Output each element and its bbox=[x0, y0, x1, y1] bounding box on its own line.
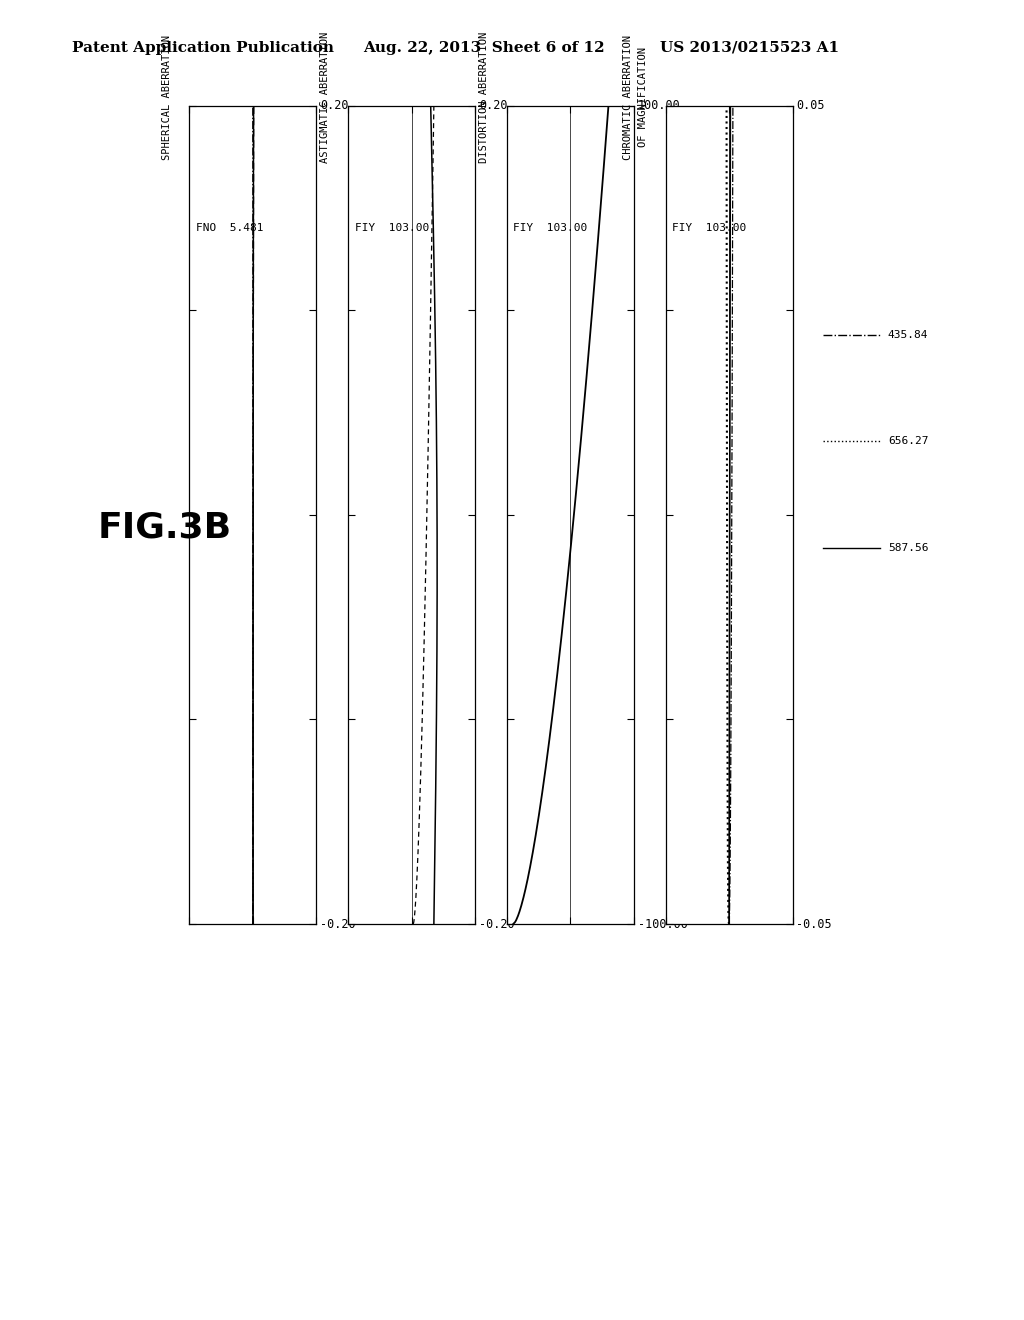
Text: 0.20: 0.20 bbox=[321, 99, 349, 112]
Text: 435.84: 435.84 bbox=[888, 330, 929, 339]
Text: 587.56: 587.56 bbox=[888, 543, 929, 553]
Text: FNO  5.481: FNO 5.481 bbox=[196, 223, 263, 234]
Text: 0.20: 0.20 bbox=[479, 99, 508, 112]
Text: US 2013/0215523 A1: US 2013/0215523 A1 bbox=[660, 41, 840, 54]
Text: Aug. 22, 2013  Sheet 6 of 12: Aug. 22, 2013 Sheet 6 of 12 bbox=[364, 41, 605, 54]
Text: SPHERICAL ABERRATION: SPHERICAL ABERRATION bbox=[162, 34, 172, 160]
Text: 656.27: 656.27 bbox=[888, 436, 929, 446]
Text: FIY  103.00: FIY 103.00 bbox=[672, 223, 746, 234]
Text: ASTIGMATIC ABERRATION: ASTIGMATIC ABERRATION bbox=[321, 32, 331, 164]
Text: FIY  103.00: FIY 103.00 bbox=[354, 223, 429, 234]
Text: FIG.3B: FIG.3B bbox=[97, 511, 231, 545]
Text: -0.05: -0.05 bbox=[797, 917, 833, 931]
Text: -0.20: -0.20 bbox=[321, 917, 356, 931]
Text: DISTORTION ABERRATION: DISTORTION ABERRATION bbox=[479, 32, 489, 164]
Text: -100.00: -100.00 bbox=[638, 917, 687, 931]
Text: -0.20: -0.20 bbox=[479, 917, 515, 931]
Text: OF MAGNIFICATION: OF MAGNIFICATION bbox=[638, 48, 648, 148]
Text: 100.00: 100.00 bbox=[638, 99, 680, 112]
Text: CHROMATIC ABERRATION: CHROMATIC ABERRATION bbox=[623, 34, 633, 160]
Text: Patent Application Publication: Patent Application Publication bbox=[72, 41, 334, 54]
Text: FIY  103.00: FIY 103.00 bbox=[513, 223, 588, 234]
Text: 0.05: 0.05 bbox=[797, 99, 825, 112]
